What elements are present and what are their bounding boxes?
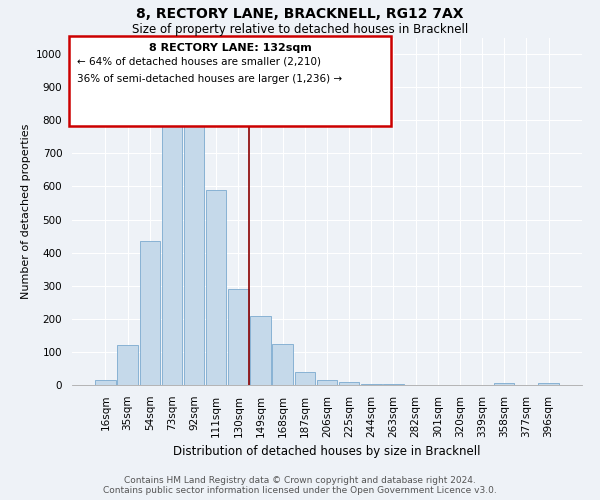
Bar bbox=[339, 382, 359, 385]
Text: 36% of semi-detached houses are larger (1,236) →: 36% of semi-detached houses are larger (… bbox=[77, 74, 342, 84]
Bar bbox=[250, 316, 271, 385]
Bar bbox=[228, 289, 248, 385]
FancyBboxPatch shape bbox=[70, 36, 391, 126]
Bar bbox=[361, 384, 382, 385]
Bar bbox=[295, 372, 315, 385]
Bar bbox=[494, 384, 514, 385]
Text: Size of property relative to detached houses in Bracknell: Size of property relative to detached ho… bbox=[132, 22, 468, 36]
Text: 8 RECTORY LANE: 132sqm: 8 RECTORY LANE: 132sqm bbox=[149, 42, 311, 52]
Bar bbox=[206, 190, 226, 385]
Bar bbox=[272, 344, 293, 385]
Bar bbox=[140, 241, 160, 385]
Text: ← 64% of detached houses are smaller (2,210): ← 64% of detached houses are smaller (2,… bbox=[77, 56, 321, 66]
Bar bbox=[118, 346, 138, 385]
Bar bbox=[184, 117, 204, 385]
Y-axis label: Number of detached properties: Number of detached properties bbox=[20, 124, 31, 299]
Text: 8, RECTORY LANE, BRACKNELL, RG12 7AX: 8, RECTORY LANE, BRACKNELL, RG12 7AX bbox=[136, 8, 464, 22]
Bar bbox=[538, 384, 559, 385]
Text: Contains HM Land Registry data © Crown copyright and database right 2024.
Contai: Contains HM Land Registry data © Crown c… bbox=[103, 476, 497, 495]
Bar bbox=[161, 122, 182, 385]
Bar bbox=[95, 380, 116, 385]
X-axis label: Distribution of detached houses by size in Bracknell: Distribution of detached houses by size … bbox=[173, 445, 481, 458]
Bar bbox=[383, 384, 404, 385]
Bar bbox=[317, 380, 337, 385]
